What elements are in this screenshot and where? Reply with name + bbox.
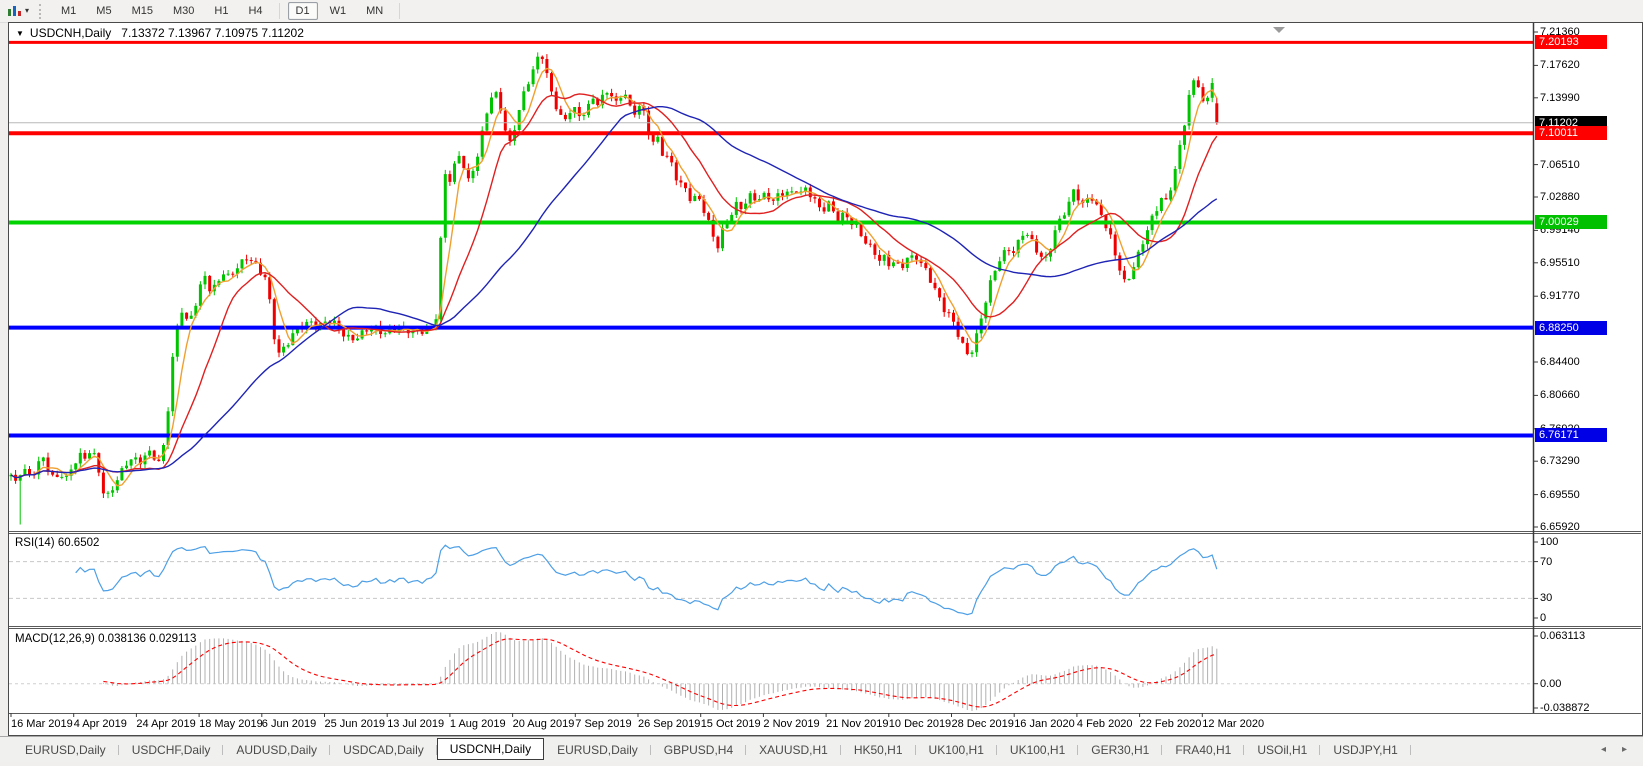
chart-tab-gbpusd-h4[interactable]: GBPUSD,H4 xyxy=(651,739,747,761)
chart-tab-audusd-daily[interactable]: AUDUSD,Daily xyxy=(223,739,330,761)
timeframe-button-d1[interactable]: D1 xyxy=(287,2,318,20)
date-axis-label: 7 Sep 2019 xyxy=(575,718,632,730)
price-axis-tick: 6.65920 xyxy=(1540,521,1580,533)
date-axis-label: 4 Feb 2020 xyxy=(1076,718,1133,730)
timeframe-button-m5[interactable]: M5 xyxy=(96,5,112,17)
price-badge: 7.20193 xyxy=(1535,35,1607,50)
date-axis-label: 25 Jun 2019 xyxy=(324,718,386,730)
date-axis-label: 2 Nov 2019 xyxy=(763,718,820,730)
date-axis-label: 4 Apr 2019 xyxy=(73,718,127,730)
chart-tab-eurusd-daily[interactable]: EURUSD,Daily xyxy=(544,739,651,761)
tab-scroll-left-icon[interactable]: ◂ xyxy=(1600,744,1606,755)
price-badge: 6.88250 xyxy=(1535,320,1607,335)
date-axis-label: 13 Jul 2019 xyxy=(387,718,445,730)
timeframe-button-group: M1 M5 M15 M30 H1 H4 D1 W1 MN xyxy=(51,2,393,20)
timeframe-button-mn[interactable]: MN xyxy=(366,5,384,17)
timeframe-button-w1[interactable]: W1 xyxy=(329,5,347,17)
price-axis-tick: 7.21360 xyxy=(1540,26,1580,38)
chart-title: ▼ USDCNH,Daily 7.13372 7.13967 7.10975 7… xyxy=(16,26,304,40)
chart-window: ▼ USDCNH,Daily 7.13372 7.13967 7.10975 7… xyxy=(8,22,1643,736)
chart-tab-usdjpy-h1[interactable]: USDJPY,H1 xyxy=(1320,739,1412,761)
rsi-axis-tick: 100 xyxy=(1540,536,1559,548)
chart-tab-uk100-h1[interactable]: UK100,H1 xyxy=(997,739,1079,761)
price-axis-tick: 6.80660 xyxy=(1540,389,1580,402)
chart-tab-fra40-h1[interactable]: FRA40,H1 xyxy=(1162,739,1245,761)
macd-indicator-label: MACD(12,26,9) 0.038136 0.029113 xyxy=(15,633,197,645)
chart-icon xyxy=(8,5,21,16)
price-axis-tick: 6.69550 xyxy=(1540,488,1580,501)
price-axis-tick: 7.02880 xyxy=(1540,191,1580,203)
toolbar-grip[interactable] xyxy=(39,3,43,19)
price-axis-tick: 6.73290 xyxy=(1540,455,1580,468)
price-axis-tick: 7.17620 xyxy=(1540,59,1580,72)
rsi-axis-tick: 0 xyxy=(1540,612,1547,624)
chart-tab-usdcnh-daily[interactable]: USDCNH,Daily xyxy=(436,737,545,760)
chart-tab-usoil-h1[interactable]: USOil,H1 xyxy=(1244,739,1321,761)
tab-scroll-right-icon[interactable]: ▸ xyxy=(1621,744,1627,755)
chart-tab-xauusd-h1[interactable]: XAUUSD,H1 xyxy=(746,739,841,761)
macd-axis-tick: 0.00 xyxy=(1540,677,1562,690)
timeframe-button-m1[interactable]: M1 xyxy=(61,5,77,17)
chart-tab-uk100-h1[interactable]: UK100,H1 xyxy=(916,739,998,761)
date-axis-label: 22 Feb 2020 xyxy=(1139,718,1202,730)
price-axis-tick: 6.95510 xyxy=(1540,256,1580,269)
date-axis-label: 16 Jan 2020 xyxy=(1014,718,1075,730)
toolbar-separator xyxy=(278,3,280,19)
chart-tab-usdchf-daily[interactable]: USDCHF,Daily xyxy=(119,739,224,761)
date-axis-label: 28 Dec 2019 xyxy=(951,718,1014,730)
toolbar-separator xyxy=(399,3,401,19)
price-badge: 7.11202 xyxy=(1535,115,1607,130)
timeframe-button-h4[interactable]: H4 xyxy=(248,5,263,17)
date-axis-label: 10 Dec 2019 xyxy=(888,718,952,730)
timeframe-button-h1[interactable]: H1 xyxy=(214,5,229,17)
chart-tab-ger30-h1[interactable]: GER30,H1 xyxy=(1078,739,1163,761)
date-axis-label: 12 Mar 2020 xyxy=(1202,718,1265,730)
price-badge: 7.00029 xyxy=(1535,215,1607,230)
date-axis-label: 16 Mar 2019 xyxy=(11,718,73,730)
chart-tab-hk50-h1[interactable]: HK50,H1 xyxy=(841,739,916,761)
collapse-objects-icon[interactable]: ▼ xyxy=(16,28,24,38)
price-axis-tick: 7.06510 xyxy=(1540,158,1580,171)
chart-ohlc-values: 7.13372 7.13967 7.10975 7.11202 xyxy=(121,26,304,40)
date-axis-label: 26 Sep 2019 xyxy=(638,718,701,730)
chart-tab-eurusd-daily[interactable]: EURUSD,Daily xyxy=(12,739,119,761)
price-axis-tick: 6.91770 xyxy=(1540,290,1580,303)
date-axis-label: 21 Nov 2019 xyxy=(826,718,889,730)
chart-tabs: EURUSD,Daily USDCHF,Daily AUDUSD,Daily USDC… xyxy=(12,737,1412,761)
date-axis-label: 24 Apr 2019 xyxy=(136,718,196,730)
price-chart-plot[interactable] xyxy=(9,23,1641,735)
macd-axis-tick: -0.038872 xyxy=(1540,702,1590,714)
chart-tab-usdcad-daily[interactable]: USDCAD,Daily xyxy=(330,739,437,761)
toolbar: ▾ M1 M5 M15 M30 H1 H4 D1 W1 MN xyxy=(0,0,1643,23)
rsi-axis-tick: 30 xyxy=(1540,592,1553,605)
chart-type-button[interactable]: ▾ xyxy=(3,3,33,20)
date-axis-label: 6 Jun 2019 xyxy=(261,718,317,730)
chart-tab-bar: EURUSD,Daily USDCHF,Daily AUDUSD,Daily USDC… xyxy=(0,736,1643,762)
rsi-indicator-label: RSI(14) 60.6502 xyxy=(15,537,100,549)
chart-symbol-period: USDCNH,Daily xyxy=(29,26,112,40)
chart-shift-marker xyxy=(1273,27,1285,33)
price-axis-tick: 7.13990 xyxy=(1540,91,1580,104)
rsi-axis-tick: 70 xyxy=(1540,555,1553,568)
date-axis-label: 18 May 2019 xyxy=(199,718,263,730)
date-axis-label: 20 Aug 2019 xyxy=(512,718,575,730)
timeframe-button-m15[interactable]: M15 xyxy=(131,5,153,17)
macd-axis-tick: 0.063113 xyxy=(1540,630,1586,642)
price-badge: 6.76171 xyxy=(1535,428,1607,443)
date-axis-label: 1 Aug 2019 xyxy=(449,718,506,730)
tab-scroll-arrows: ◂ ▸ xyxy=(1601,744,1627,755)
price-axis-tick: 6.84400 xyxy=(1540,356,1580,368)
caret-down-icon: ▾ xyxy=(25,6,30,15)
date-axis-label: 15 Oct 2019 xyxy=(700,718,761,730)
timeframe-button-m30[interactable]: M30 xyxy=(172,5,195,17)
price-badge: 7.10011 xyxy=(1535,126,1607,141)
